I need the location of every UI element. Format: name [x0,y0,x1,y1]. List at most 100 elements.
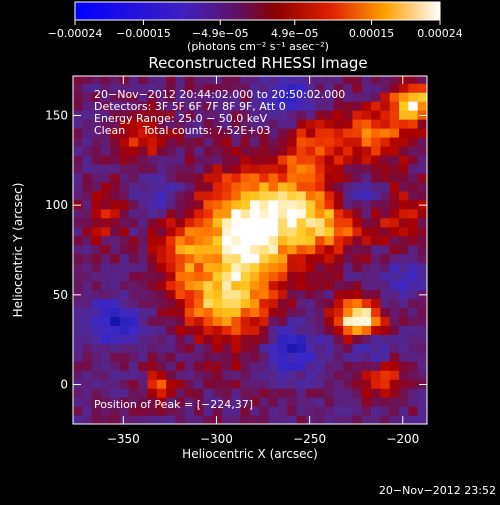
heatmap-cell [175,83,186,93]
heatmap-cell [222,415,232,424]
heatmap-cell [184,415,195,424]
heatmap-cell [352,154,363,165]
heatmap-cell [296,76,307,84]
heatmap-cell [156,253,167,264]
heatmap-cell [324,289,335,300]
heatmap-cell [287,181,298,192]
heatmap-cell [417,361,427,371]
heatmap-cell [389,415,400,424]
heatmap-cell [343,262,354,273]
heatmap-cell [194,172,205,183]
legend-line-detectors: Detectors: 3F 5F 6F 7F 8F 9F, Att 0 [94,100,286,113]
heatmap-cell [119,316,130,326]
heatmap-cell [389,406,400,416]
heatmap-cell [315,280,326,291]
heatmap-cell [194,388,205,398]
heatmap-cell [324,244,335,255]
heatmap-cell [203,172,214,183]
heatmap-cell [333,280,344,291]
heatmap-cell [417,253,427,264]
heatmap-cell [259,289,270,300]
heatmap-cell [250,208,260,219]
heatmap-cell [166,226,177,237]
heatmap-cell [222,244,232,255]
heatmap-cell [175,208,186,219]
heatmap-cell [147,370,158,380]
heatmap-cell [100,208,111,219]
heatmap-cell [91,415,102,424]
heatmap-cell [222,92,232,102]
heatmap-cell [399,226,409,237]
heatmap-cell [231,271,242,282]
heatmap-cell [119,76,130,84]
heatmap-cell [305,415,316,424]
heatmap-cell [110,253,121,264]
heatmap-cell [212,244,223,255]
heatmap-cell [222,217,232,228]
heatmap-cell [324,172,335,183]
heatmap-cell [296,217,307,228]
heatmap-cell [417,397,427,407]
heatmap-cell [417,289,427,300]
heatmap-cell [156,406,167,416]
heatmap-cell [119,101,130,111]
heatmap-cell [250,217,260,228]
heatmap-cell [268,163,279,174]
heatmap-cell [212,226,223,237]
heatmap-cell [296,208,307,219]
heatmap-cell [119,280,130,291]
heatmap-cell [324,76,335,84]
heatmap-cell [222,361,232,371]
heatmap-cell [212,406,223,416]
heatmap-cell [268,397,279,407]
heatmap-cell [268,415,279,424]
heatmap-cell [166,181,177,192]
heatmap-cell [184,280,195,291]
heatmap-cell [361,190,372,201]
heatmap-cell [343,145,354,156]
heatmap-cell [287,235,298,246]
heatmap-cell [166,298,177,308]
heatmap-cell [305,110,316,120]
heatmap-cell [305,163,316,174]
heatmap-cell [194,119,205,129]
heatmap-cell [361,136,372,147]
heatmap-cell [305,325,316,335]
heatmap-cell [296,280,307,291]
heatmap-cell [361,128,372,138]
heatmap-cell [315,397,326,407]
heatmap-cell [231,352,242,362]
heatmap-cell [371,253,382,264]
heatmap-cell [399,154,409,165]
heatmap-cell [277,128,288,138]
heatmap-cell [147,307,158,317]
heatmap-cell [175,119,186,129]
heatmap-cell [324,83,335,93]
heatmap-cell [417,190,427,201]
heatmap-cell [277,280,288,291]
heatmap-cell [166,119,177,129]
heatmap-cell [277,76,288,84]
heatmap-cell [250,325,260,335]
heatmap-cell [82,119,93,129]
heatmap-cell [194,217,205,228]
heatmap-cell [184,83,195,93]
heatmap-cell [315,334,326,344]
heatmap-cell [82,280,93,291]
heatmap-cell [408,361,419,371]
heatmap-cell [352,244,363,255]
heatmap-cell [166,145,177,156]
heatmap-cell [212,154,223,165]
heatmap-cell [417,101,427,111]
heatmap-cell [305,154,316,165]
heatmap-cell [212,101,223,111]
heatmap-cell [352,199,363,210]
heatmap-cell [352,128,363,138]
heatmap-cell [194,415,205,424]
heatmap-cell [361,154,372,165]
heatmap-cell [361,343,372,353]
heatmap-cell [73,172,83,183]
heatmap-cell [231,280,242,291]
heatmap-cell [222,397,232,407]
